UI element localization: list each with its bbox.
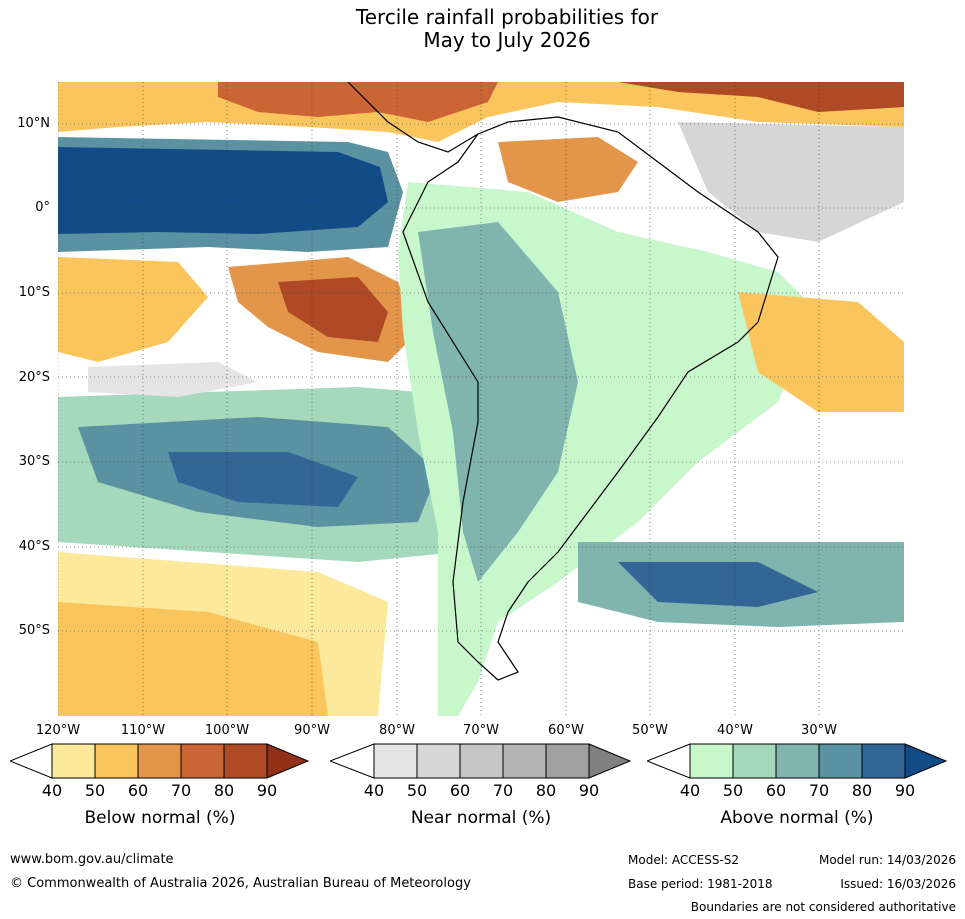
below-bin-upper (266, 743, 310, 779)
atlantic-below-patch (738, 292, 904, 412)
lat-label-10s: 10°S (18, 285, 50, 300)
boundaries-disclaimer: Boundaries are not considered authoritat… (690, 900, 956, 914)
lat-label-50s: 50°S (18, 623, 50, 638)
caribbean-below-core (618, 82, 904, 112)
below-tick-40: 40 (41, 781, 63, 800)
below-tick-90: 90 (256, 781, 278, 800)
below-tick-60: 60 (127, 781, 149, 800)
lat-label-40s: 40°S (18, 539, 50, 554)
below-tick-50: 50 (84, 781, 106, 800)
above-bin-lower (645, 743, 691, 779)
near-tick-80: 80 (535, 781, 557, 800)
lon-label-60w: 60°W (548, 723, 584, 738)
near-tick-70: 70 (492, 781, 514, 800)
pacific-below-west (58, 257, 208, 362)
above-bin-50-60 (732, 743, 777, 779)
central-america-coastline (347, 82, 479, 153)
below-bin-40-50 (51, 743, 96, 779)
near-tick-90: 90 (578, 781, 600, 800)
near-tick-40: 40 (363, 781, 385, 800)
near-normal-colorbar (328, 742, 632, 786)
below-tick-80: 80 (213, 781, 235, 800)
lon-label-70w: 70°W (463, 723, 499, 738)
above-tick-70: 70 (808, 781, 830, 800)
lat-label-20s: 20°S (18, 370, 50, 385)
lat-label-equator: 0° (35, 200, 50, 215)
above-bin-upper (904, 743, 948, 779)
continent-above-mid (418, 222, 578, 582)
south-pacific-above-dark (168, 452, 358, 507)
website-link[interactable]: www.bom.gov.au/climate (10, 852, 174, 867)
coastlines (347, 82, 779, 681)
lon-label-40w: 40°W (717, 723, 753, 738)
equatorial-above-core (58, 147, 388, 234)
above-tick-40: 40 (679, 781, 701, 800)
model-name: Model: ACCESS-S2 (628, 853, 740, 867)
base-period: Base period: 1981-2018 (628, 877, 773, 891)
below-bin-50-60 (94, 743, 139, 779)
near-bin-upper (588, 743, 632, 779)
lat-label-10n: 10°N (17, 116, 50, 131)
above-normal-colorbar-svg (645, 743, 948, 779)
above-bin-80-90 (861, 743, 906, 779)
near-normal-colorbar-svg (328, 743, 632, 779)
lon-label-30w: 30°W (801, 723, 837, 738)
copyright-text: © Commonwealth of Australia 2026, Austra… (10, 876, 471, 891)
above-normal-colorbar (645, 742, 949, 786)
below-normal-label: Below normal (%) (84, 808, 236, 828)
below-bin-70-80 (180, 743, 225, 779)
near-normal-label: Near normal (%) (410, 808, 552, 828)
above-bin-70-80 (818, 743, 863, 779)
below-bin-lower (8, 743, 53, 779)
above-bin-60-70 (775, 743, 820, 779)
lon-label-100w: 100°W (204, 723, 250, 738)
lon-label-80w: 80°W (379, 723, 415, 738)
near-tick-50: 50 (406, 781, 428, 800)
above-bin-40-50 (689, 743, 734, 779)
below-normal-colorbar (8, 742, 310, 786)
below-bin-80-90 (223, 743, 268, 779)
below-tick-70: 70 (170, 781, 192, 800)
southwest-below-core (58, 602, 328, 716)
near-bin-60-70 (459, 743, 504, 779)
probability-field (58, 82, 904, 716)
above-tick-50: 50 (722, 781, 744, 800)
south-atlantic-above-core (618, 562, 818, 607)
above-tick-80: 80 (851, 781, 873, 800)
near-tick-60: 60 (449, 781, 471, 800)
atlantic-near-normal (678, 122, 904, 242)
below-normal-colorbar-svg (8, 743, 310, 779)
map-subtitle: May to July 2026 (423, 28, 591, 52)
amazon-below-patch (498, 137, 638, 202)
near-bin-50-60 (416, 743, 461, 779)
near-bin-lower (328, 743, 375, 779)
lon-label-90w: 90°W (294, 723, 330, 738)
above-tick-90: 90 (894, 781, 916, 800)
above-normal-label: Above normal (%) (720, 808, 874, 828)
near-bin-40-50 (373, 743, 418, 779)
issued-date: Issued: 16/03/2026 (840, 877, 956, 891)
pacific-near-normal (88, 362, 258, 397)
above-tick-60: 60 (765, 781, 787, 800)
lon-label-110w: 110°W (120, 723, 166, 738)
map-title: Tercile rainfall probabilities for (355, 5, 659, 29)
lon-label-50w: 50°W (632, 723, 668, 738)
lat-label-30s: 30°S (18, 454, 50, 469)
lon-label-120w: 120°W (35, 723, 81, 738)
south-america-coastline (402, 116, 779, 681)
graticule (58, 82, 904, 716)
north-below-core (218, 82, 498, 122)
below-bin-60-70 (137, 743, 182, 779)
near-bin-70-80 (502, 743, 547, 779)
model-run-date: Model run: 14/03/2026 (818, 853, 956, 867)
rainfall-probability-map[interactable] (58, 82, 904, 716)
pacific-below-core (278, 277, 388, 342)
near-bin-80-90 (545, 743, 590, 779)
